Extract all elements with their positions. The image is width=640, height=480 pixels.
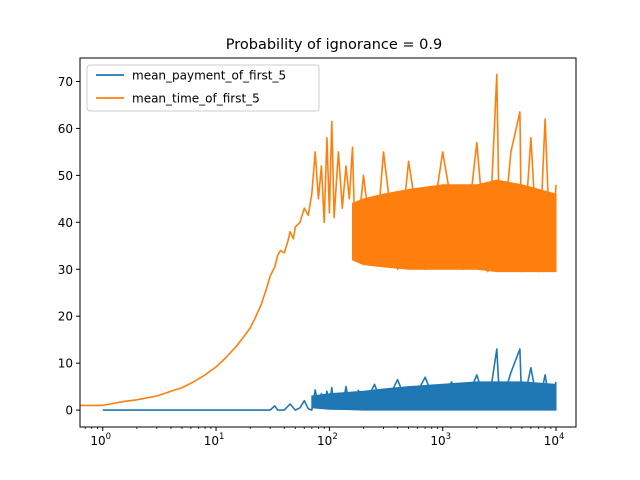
- plot-frame: [79, 57, 577, 428]
- legend-label-payment: mean_payment_of_first_5: [132, 69, 286, 83]
- x-tick-label: 104: [544, 432, 565, 448]
- series-band: [352, 179, 557, 273]
- y-tick-label: 70: [58, 75, 73, 89]
- series-line: [102, 348, 557, 411]
- legend-label-time: mean_time_of_first_5: [132, 92, 260, 106]
- y-tick-label: 0: [65, 404, 73, 418]
- y-tick-label: 40: [58, 216, 73, 230]
- x-tick-label: 101: [204, 432, 225, 448]
- chart-title: Probability of ignorance = 0.9: [226, 37, 443, 53]
- y-tick-label: 50: [58, 169, 73, 183]
- legend: mean_payment_of_first_5 mean_time_of_fir…: [86, 64, 320, 112]
- series-0: [102, 348, 557, 411]
- axis-ticks: 100 101 102 103 104 0 10 20 30 40 50 60 70: [58, 75, 565, 448]
- series-layer: [80, 73, 557, 411]
- x-tick-label: 103: [430, 432, 451, 448]
- x-tick-label: 102: [317, 432, 338, 448]
- x-tick-label: 100: [90, 432, 111, 448]
- series-1: [80, 73, 557, 407]
- y-tick-label: 30: [58, 263, 73, 277]
- series-line: [80, 73, 557, 407]
- y-tick-label: 60: [58, 122, 73, 136]
- y-tick-label: 10: [58, 357, 73, 371]
- legend-box: [86, 64, 320, 112]
- y-tick-label: 20: [58, 310, 73, 324]
